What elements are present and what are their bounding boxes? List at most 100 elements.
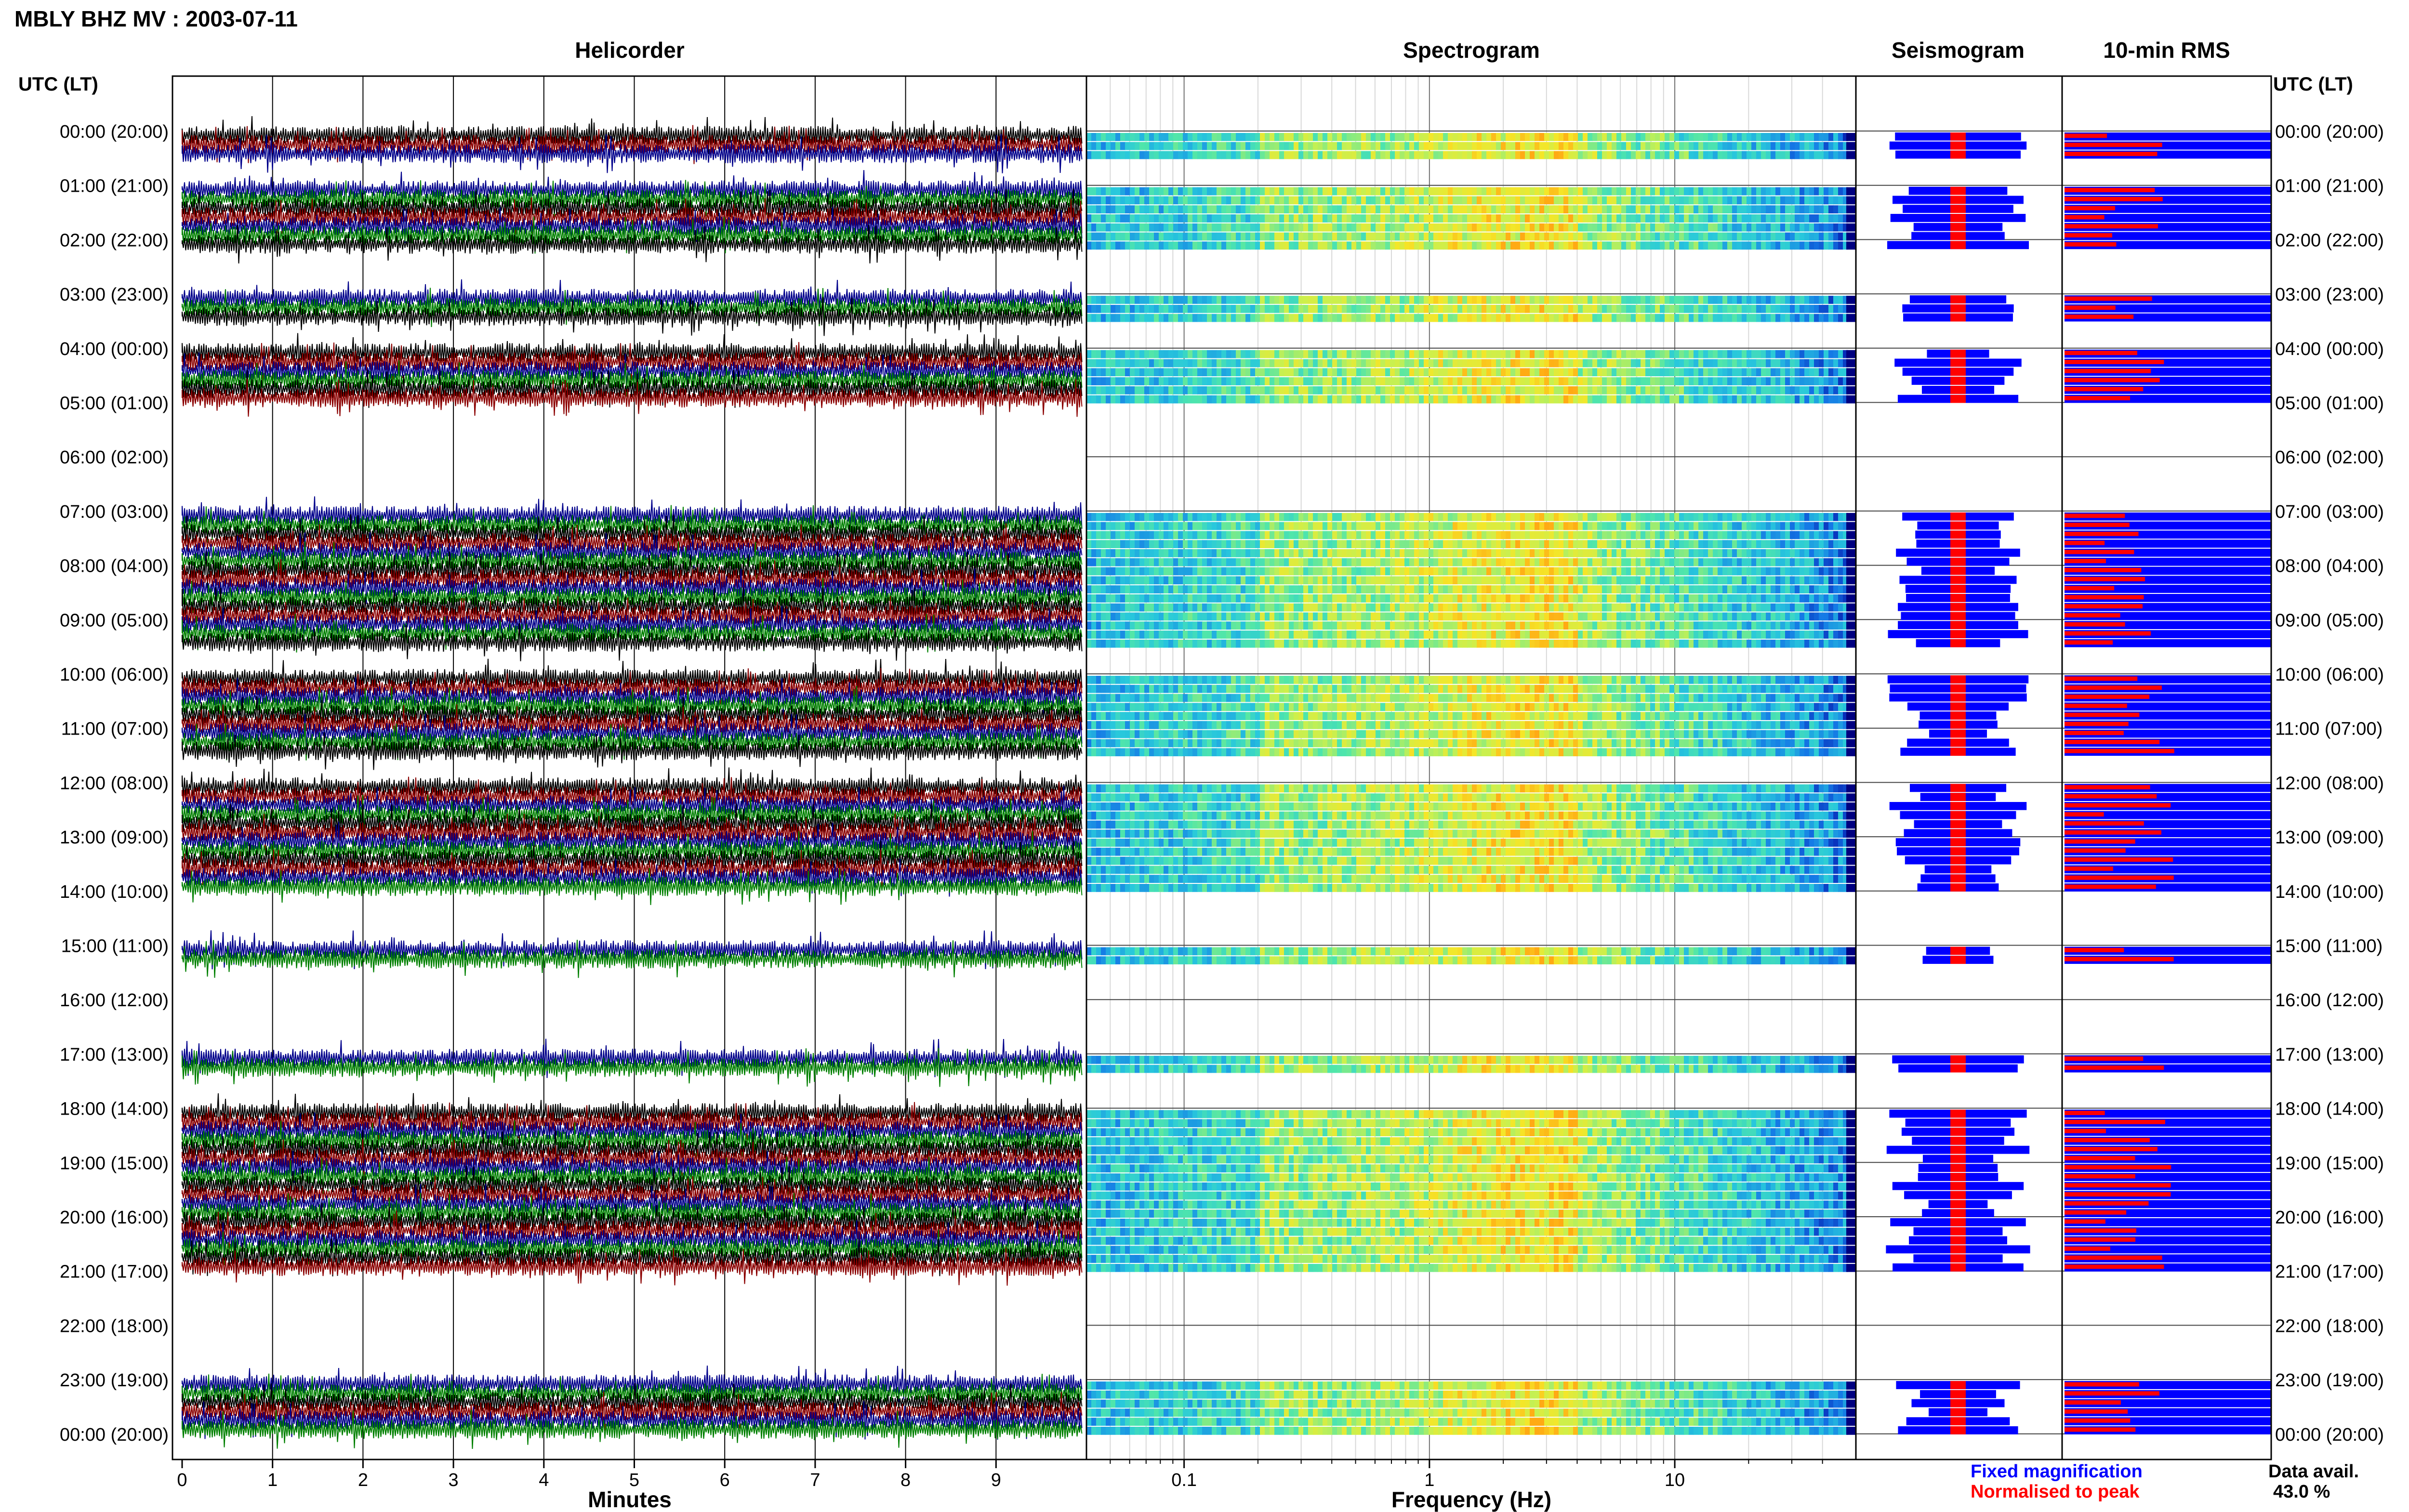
- spectrogram-cell: [1588, 205, 1593, 214]
- spectrogram-cell: [1669, 232, 1675, 241]
- spectrogram-cell: [1607, 531, 1612, 539]
- spectrogram-cell: [1785, 350, 1790, 358]
- spectrogram-cell: [1130, 522, 1135, 530]
- spectrogram-cell: [1260, 187, 1265, 196]
- spectrogram-cell: [1236, 395, 1241, 404]
- spectrogram-cell: [1356, 314, 1362, 322]
- spectrogram-cell: [1525, 513, 1530, 521]
- spectrogram-cell: [1173, 612, 1178, 621]
- spectrogram-cell: [1178, 540, 1183, 549]
- spectrogram-cell: [1231, 531, 1236, 539]
- spectrogram-cell: [1804, 377, 1810, 385]
- spectrogram-cell: [1298, 513, 1304, 521]
- spectrogram-cell: [1780, 558, 1786, 566]
- spectrogram-cell: [1660, 386, 1665, 394]
- spectrogram-cell: [1843, 241, 1848, 250]
- spectrogram-cell: [1501, 612, 1506, 621]
- spectrogram-cell: [1164, 187, 1169, 196]
- spectrogram-cell: [1303, 296, 1309, 304]
- spectrogram-cell: [1192, 585, 1198, 593]
- spectrogram-cell: [1747, 214, 1752, 223]
- spectrogram-cell: [1284, 594, 1289, 603]
- spectrogram-cell: [1380, 513, 1386, 521]
- spectrogram-cell: [1501, 296, 1506, 304]
- spectrogram-cell: [1270, 368, 1275, 377]
- spectrogram-cell: [1737, 540, 1742, 549]
- spectrogram-cell: [1135, 585, 1140, 593]
- spectrogram-cell: [1327, 594, 1333, 603]
- spectrogram-cell: [1376, 296, 1381, 304]
- spectrogram-cell: [1621, 594, 1627, 603]
- spectrogram-cell: [1703, 187, 1708, 196]
- spectrogram-cell: [1655, 386, 1660, 394]
- spectrogram-cell: [1665, 241, 1670, 250]
- spectrogram-cell: [1563, 549, 1569, 557]
- spectrogram-cell: [1732, 359, 1737, 368]
- spectrogram-cell: [1684, 304, 1689, 313]
- spectrogram-cell: [1684, 232, 1689, 241]
- spectrogram-cell: [1202, 296, 1207, 304]
- spectrogram-cell: [1684, 585, 1689, 593]
- spectrogram-cell: [1115, 359, 1121, 368]
- spectrogram-cell: [1270, 142, 1275, 150]
- spectrogram-cell: [1467, 133, 1472, 141]
- spectrogram-cell: [1846, 585, 1856, 593]
- spectrogram-cell: [1626, 223, 1631, 232]
- spectrogram-cell: [1361, 377, 1366, 385]
- spectrogram-cell: [1115, 558, 1121, 566]
- spectrogram-cell: [1323, 151, 1328, 159]
- spectrogram-cell: [1173, 304, 1178, 313]
- spectrogram-cell: [1400, 513, 1405, 521]
- spectrogram-cell: [1775, 531, 1781, 539]
- spectrogram-cell: [1347, 214, 1352, 223]
- spectrogram-cell: [1674, 576, 1680, 585]
- spectrogram-cell: [1800, 151, 1805, 159]
- spectrogram-cell: [1535, 232, 1540, 241]
- spectrogram-cell: [1679, 350, 1684, 358]
- spectrogram-cell: [1708, 603, 1713, 612]
- spectrogram-cell: [1404, 296, 1410, 304]
- spectrogram-cell: [1819, 395, 1824, 404]
- spectrogram-cell: [1559, 196, 1564, 205]
- spectrogram-cell: [1096, 386, 1101, 394]
- spectrogram-cell: [1578, 395, 1583, 404]
- spectrogram-cell: [1245, 223, 1251, 232]
- spectrogram-cell: [1588, 612, 1593, 621]
- spectrogram-cell: [1549, 151, 1554, 159]
- spectrogram-cell: [1563, 585, 1569, 593]
- spectrogram-cell: [1616, 603, 1622, 612]
- spectrogram-cell: [1578, 531, 1583, 539]
- spectrogram-cell: [1525, 603, 1530, 612]
- spectrogram-cell: [1279, 531, 1284, 539]
- spectrogram-cell: [1457, 594, 1463, 603]
- spectrogram-cell: [1091, 540, 1097, 549]
- spectrogram-cell: [1168, 540, 1174, 549]
- spectrogram-cell: [1621, 196, 1627, 205]
- spectrogram-cell: [1804, 594, 1810, 603]
- spectrogram-cell: [1737, 594, 1742, 603]
- spectrogram-cell: [1207, 296, 1212, 304]
- spectrogram-cell: [1265, 558, 1270, 566]
- spectrogram-cell: [1838, 241, 1843, 250]
- spectrogram-cell: [1139, 603, 1145, 612]
- spectrogram-cell: [1510, 205, 1516, 214]
- spectrogram-cell: [1520, 296, 1525, 304]
- spectrogram-cell: [1491, 513, 1496, 521]
- spectrogram-cell: [1395, 513, 1400, 521]
- spectrogram-cell: [1727, 585, 1733, 593]
- spectrogram-cell: [1496, 304, 1501, 313]
- spectrogram-cell: [1274, 241, 1280, 250]
- spectrogram-cell: [1443, 386, 1448, 394]
- spectrogram-cell: [1111, 603, 1116, 612]
- spectrogram-cell: [1795, 133, 1800, 141]
- spectrogram-cell: [1245, 232, 1251, 241]
- spectrogram-cell: [1751, 585, 1757, 593]
- spectrogram-cell: [1549, 196, 1554, 205]
- spectrogram-cell: [1159, 395, 1164, 404]
- spectrogram-cell: [1236, 386, 1241, 394]
- spectrogram-cell: [1824, 223, 1829, 232]
- spectrogram-cell: [1433, 612, 1439, 621]
- spectrogram-cell: [1096, 214, 1101, 223]
- spectrogram-cell: [1245, 576, 1251, 585]
- spectrogram-cell: [1226, 151, 1231, 159]
